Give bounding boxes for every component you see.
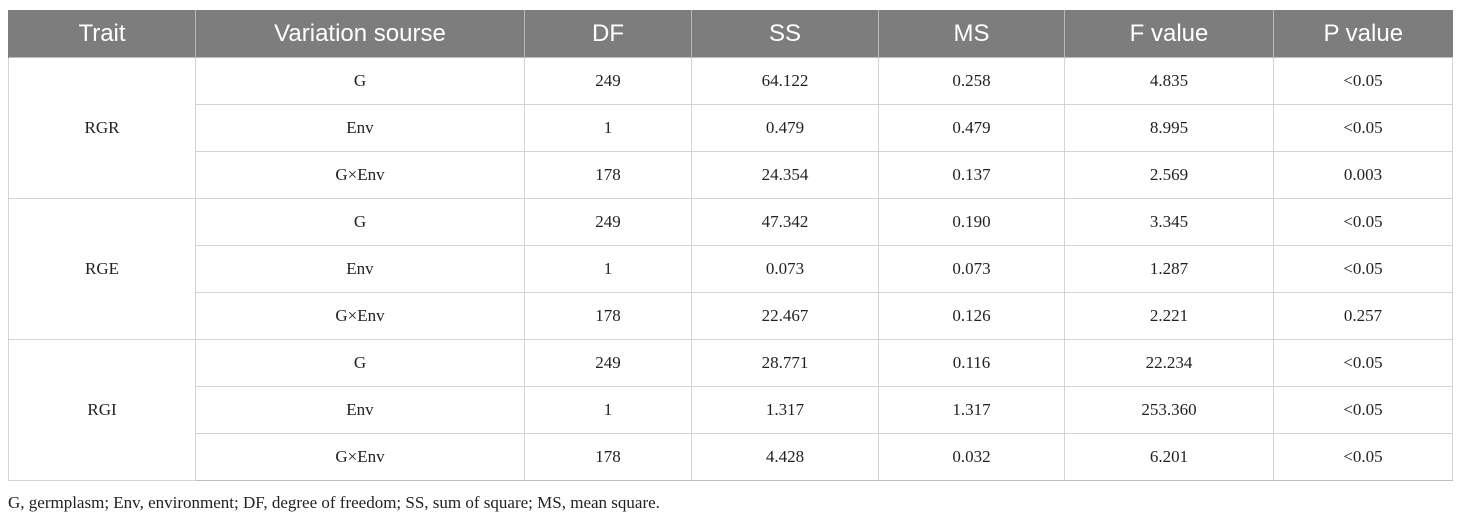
ss-cell: 28.771: [691, 339, 879, 387]
f-value-cell: 6.201: [1064, 433, 1274, 481]
df-cell: 178: [524, 433, 692, 481]
header-trait: Trait: [8, 10, 196, 58]
table-row: Env 1 0.479 0.479 8.995 <0.05: [9, 104, 1453, 152]
variation-source-cell: G×Env: [195, 292, 525, 340]
table-row: Env 1 0.073 0.073 1.287 <0.05: [9, 245, 1453, 293]
table-row: RGE G 249 47.342 0.190 3.345 <0.05: [8, 198, 1453, 340]
ss-cell: 47.342: [691, 198, 879, 246]
table-row: RGI G 249 28.771 0.116 22.234 <0.05: [8, 339, 1453, 481]
p-value-cell: <0.05: [1273, 104, 1453, 152]
df-cell: 1: [524, 245, 692, 293]
trait-cell-rgr: RGR: [8, 57, 196, 199]
variation-source-cell: Env: [195, 104, 525, 152]
variation-source-cell: Env: [195, 386, 525, 434]
table-row: G×Env 178 24.354 0.137 2.569 0.003: [9, 151, 1453, 199]
header-ms: MS: [878, 10, 1065, 58]
table-row: RGR G 249 64.122 0.258 4.835 <0.05: [8, 57, 1453, 199]
p-value-cell: 0.003: [1273, 151, 1453, 199]
p-value-cell: <0.05: [1273, 198, 1453, 246]
ms-cell: 0.032: [878, 433, 1065, 481]
ms-cell: 0.073: [878, 245, 1065, 293]
table-row: G×Env 178 4.428 0.032 6.201 <0.05: [9, 433, 1453, 481]
table-row: G×Env 178 22.467 0.126 2.221 0.257: [9, 292, 1453, 340]
table-footnote: G, germplasm; Env, environment; DF, degr…: [8, 493, 660, 512]
ss-cell: 22.467: [691, 292, 879, 340]
f-value-cell: 3.345: [1064, 198, 1274, 246]
df-cell: 178: [524, 151, 692, 199]
variation-source-cell: G: [195, 57, 525, 105]
p-value-cell: <0.05: [1273, 386, 1453, 434]
f-value-cell: 2.569: [1064, 151, 1274, 199]
f-value-cell: 8.995: [1064, 104, 1274, 152]
f-value-cell: 4.835: [1064, 57, 1274, 105]
anova-table-container: Trait Variation sourse DF SS MS F value …: [8, 10, 1453, 513]
ss-cell: 4.428: [691, 433, 879, 481]
df-cell: 249: [524, 57, 692, 105]
f-value-cell: 2.221: [1064, 292, 1274, 340]
ms-cell: 0.126: [878, 292, 1065, 340]
trait-cell-rge: RGE: [8, 198, 196, 340]
df-cell: 249: [524, 198, 692, 246]
variation-source-cell: G: [195, 198, 525, 246]
df-cell: 1: [524, 386, 692, 434]
ss-cell: 1.317: [691, 386, 879, 434]
p-value-cell: <0.05: [1273, 433, 1453, 481]
header-ss: SS: [691, 10, 879, 58]
df-cell: 178: [524, 292, 692, 340]
header-p-value: P value: [1273, 10, 1453, 58]
table-row: Env 1 1.317 1.317 253.360 <0.05: [9, 386, 1453, 434]
variation-source-cell: Env: [195, 245, 525, 293]
ms-cell: 0.137: [878, 151, 1065, 199]
ss-cell: 0.073: [691, 245, 879, 293]
ms-cell: 1.317: [878, 386, 1065, 434]
ss-cell: 0.479: [691, 104, 879, 152]
variation-source-cell: G: [195, 339, 525, 387]
f-value-cell: 22.234: [1064, 339, 1274, 387]
variation-source-cell: G×Env: [195, 151, 525, 199]
variation-source-cell: G×Env: [195, 433, 525, 481]
anova-table: Trait Variation sourse DF SS MS F value …: [8, 10, 1453, 481]
f-value-cell: 1.287: [1064, 245, 1274, 293]
header-df: DF: [524, 10, 692, 58]
header-f-value: F value: [1064, 10, 1274, 58]
ms-cell: 0.190: [878, 198, 1065, 246]
p-value-cell: <0.05: [1273, 339, 1453, 387]
ms-cell: 0.258: [878, 57, 1065, 105]
p-value-cell: 0.257: [1273, 292, 1453, 340]
table-header-row: Trait Variation sourse DF SS MS F value …: [8, 10, 1453, 58]
ms-cell: 0.116: [878, 339, 1065, 387]
trait-cell-rgi: RGI: [8, 339, 196, 481]
ss-cell: 64.122: [691, 57, 879, 105]
p-value-cell: <0.05: [1273, 57, 1453, 105]
df-cell: 249: [524, 339, 692, 387]
ms-cell: 0.479: [878, 104, 1065, 152]
p-value-cell: <0.05: [1273, 245, 1453, 293]
header-variation-source: Variation sourse: [195, 10, 525, 58]
ss-cell: 24.354: [691, 151, 879, 199]
f-value-cell: 253.360: [1064, 386, 1274, 434]
df-cell: 1: [524, 104, 692, 152]
